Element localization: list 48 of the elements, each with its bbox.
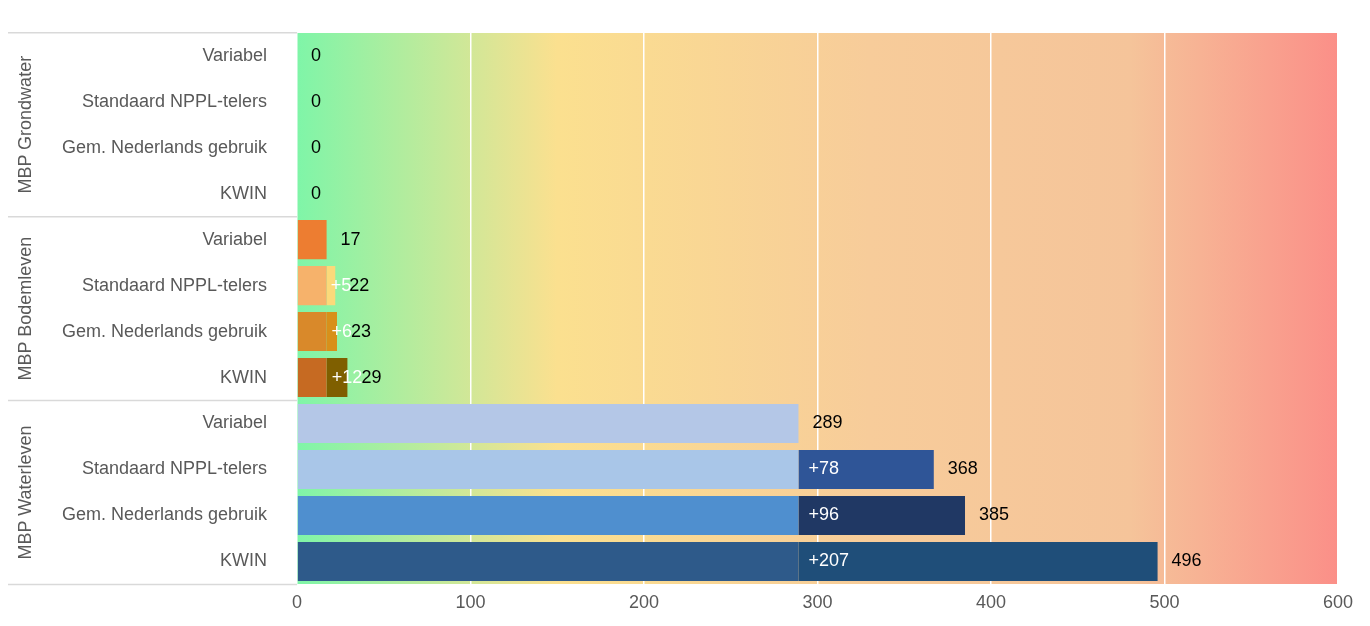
total-label: 23: [351, 320, 372, 341]
x-tick-label: 500: [1149, 592, 1180, 613]
total-label: 289: [812, 412, 843, 433]
bar: [798, 449, 934, 490]
x-tick-label: 100: [455, 592, 486, 613]
y-tick-label: KWIN: [220, 550, 268, 571]
y-tick-label: KWIN: [220, 366, 268, 387]
text: MBP Waterleven: [14, 425, 35, 560]
bar: [297, 495, 799, 535]
text: MBP Bodemleven: [14, 236, 35, 381]
total-label: 496: [1171, 550, 1202, 571]
y-tick-label: Variabel: [202, 44, 268, 65]
x-tick-label: 300: [802, 592, 833, 613]
bar: [297, 358, 327, 398]
x-tick-label: 600: [1322, 592, 1354, 613]
y-tick-label: Variabel: [202, 228, 268, 249]
bar: [798, 541, 1158, 581]
total-label: 385: [979, 504, 1010, 525]
bar: [297, 449, 799, 490]
y-tick-label: Standaard NPPL-telers: [81, 90, 268, 111]
total-label: 22: [349, 274, 370, 295]
y-tick-label: KWIN: [220, 182, 268, 203]
data-label: +78: [808, 458, 840, 479]
total-label: 0: [311, 136, 322, 157]
total-label: 0: [311, 182, 322, 203]
y-tick-label: Standaard NPPL-telers: [81, 458, 268, 479]
y-tick-label: Gem. Nederlands gebruik: [61, 504, 269, 525]
bar: [798, 495, 966, 535]
bar: [297, 220, 327, 260]
data-label: +207: [808, 550, 850, 571]
bar: [297, 541, 799, 581]
bar: [297, 266, 327, 306]
y-tick-label: Gem. Nederlands gebruik: [61, 320, 269, 341]
total-label: 17: [340, 228, 361, 249]
y-tick-label: Standaard NPPL-telers: [81, 274, 268, 295]
data-label: +96: [808, 504, 840, 525]
x-tick-label: 200: [629, 592, 660, 613]
x-tick-label: 400: [976, 592, 1007, 613]
y-tick-label: Variabel: [202, 412, 268, 433]
total-label: 29: [361, 366, 382, 387]
total-label: 0: [311, 44, 322, 65]
y-tick-label: Gem. Nederlands gebruik: [61, 136, 269, 157]
bar: [297, 312, 327, 352]
total-label: 368: [947, 458, 978, 479]
text: MBP Grondwater: [14, 55, 35, 194]
total-label: 0: [311, 90, 322, 111]
bar: [297, 403, 799, 444]
x-tick-label: 0: [292, 592, 303, 613]
